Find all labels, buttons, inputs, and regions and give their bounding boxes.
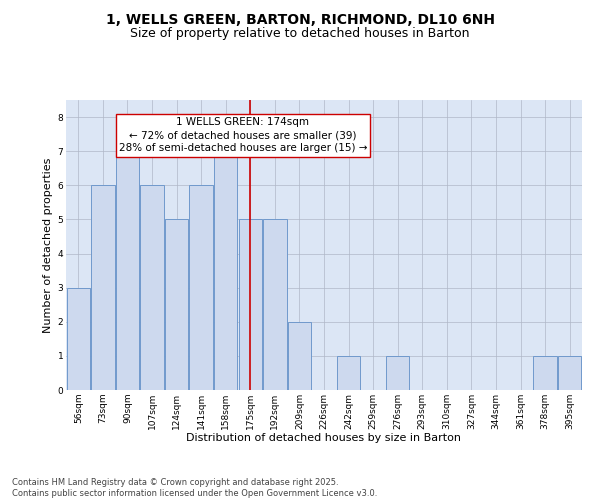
Bar bbox=[533, 356, 557, 390]
Bar bbox=[263, 220, 287, 390]
Y-axis label: Number of detached properties: Number of detached properties bbox=[43, 158, 53, 332]
Bar bbox=[91, 186, 115, 390]
Bar bbox=[386, 356, 409, 390]
Bar bbox=[214, 151, 238, 390]
Bar bbox=[165, 220, 188, 390]
Bar bbox=[116, 151, 139, 390]
Text: 1 WELLS GREEN: 174sqm
← 72% of detached houses are smaller (39)
28% of semi-deta: 1 WELLS GREEN: 174sqm ← 72% of detached … bbox=[119, 117, 367, 154]
X-axis label: Distribution of detached houses by size in Barton: Distribution of detached houses by size … bbox=[187, 434, 461, 444]
Text: Contains HM Land Registry data © Crown copyright and database right 2025.
Contai: Contains HM Land Registry data © Crown c… bbox=[12, 478, 377, 498]
Bar bbox=[288, 322, 311, 390]
Bar bbox=[67, 288, 90, 390]
Text: Size of property relative to detached houses in Barton: Size of property relative to detached ho… bbox=[130, 28, 470, 40]
Bar bbox=[239, 220, 262, 390]
Bar bbox=[140, 186, 164, 390]
Bar bbox=[558, 356, 581, 390]
Bar bbox=[190, 186, 213, 390]
Text: 1, WELLS GREEN, BARTON, RICHMOND, DL10 6NH: 1, WELLS GREEN, BARTON, RICHMOND, DL10 6… bbox=[106, 12, 494, 26]
Bar bbox=[337, 356, 360, 390]
